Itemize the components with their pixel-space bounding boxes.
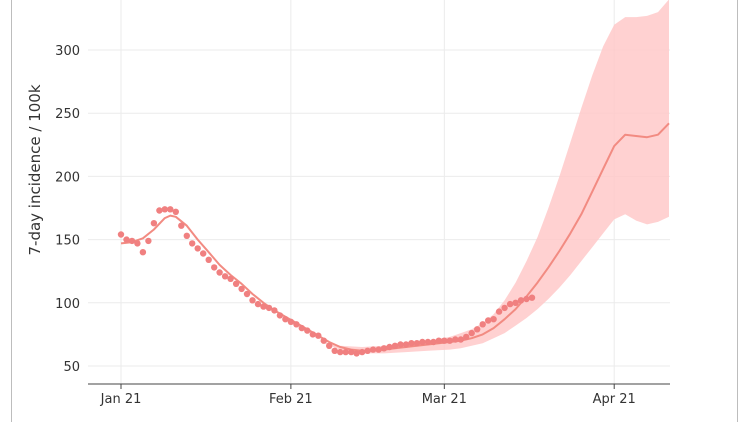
data-point — [216, 269, 223, 276]
data-point — [495, 308, 503, 315]
y-tick-label: 250 — [55, 107, 80, 122]
y-tick-label: 200 — [55, 170, 80, 185]
data-point — [364, 347, 371, 354]
data-point — [243, 290, 251, 298]
data-point — [413, 340, 421, 347]
data-point — [468, 329, 475, 337]
y-tick-label: 100 — [55, 297, 80, 312]
data-point — [479, 321, 486, 328]
data-point — [293, 321, 300, 328]
data-point — [369, 346, 377, 353]
data-point — [249, 297, 256, 304]
data-point — [397, 341, 404, 348]
y-tick-labels: 50 100 150 200 250 300 — [55, 44, 80, 375]
data-point — [183, 232, 190, 239]
data-point — [221, 273, 229, 280]
data-point — [402, 341, 410, 348]
data-point — [358, 348, 366, 356]
frame-border-left — [11, 0, 12, 422]
data-point — [512, 299, 519, 306]
data-point — [211, 264, 218, 271]
data-point — [194, 245, 201, 252]
data-point — [309, 331, 316, 338]
data-point — [117, 231, 125, 238]
y-tick-label: 150 — [55, 234, 80, 249]
data-point — [156, 207, 163, 214]
data-point — [430, 338, 437, 346]
data-point — [490, 316, 497, 323]
data-point — [128, 237, 136, 245]
data-point — [474, 326, 481, 333]
data-point — [315, 332, 322, 339]
observed-points — [117, 206, 536, 357]
data-point — [463, 333, 470, 341]
data-point — [457, 336, 464, 343]
x-tick-labels: Jan 21 Feb 21 Mar 21 Apr 21 — [100, 384, 636, 407]
data-point — [167, 206, 174, 213]
data-point — [189, 240, 196, 247]
data-point — [265, 304, 273, 312]
data-point — [172, 208, 179, 215]
data-point — [304, 327, 311, 334]
data-point — [161, 206, 168, 213]
data-point — [134, 240, 141, 247]
data-point — [254, 300, 262, 308]
y-axis-label: 7-day incidence / 100k — [26, 84, 44, 255]
data-point — [353, 350, 360, 357]
x-tick-label: Apr 21 — [593, 392, 636, 407]
x-tick-label: Feb 21 — [269, 392, 313, 407]
data-point — [386, 343, 393, 351]
data-point — [337, 348, 344, 356]
data-point — [485, 317, 492, 324]
x-tick-label: Jan 21 — [100, 392, 142, 407]
frame-border-right — [737, 0, 738, 422]
data-point — [391, 342, 399, 349]
data-point — [331, 347, 338, 354]
data-point — [276, 312, 284, 319]
data-point — [227, 275, 234, 282]
data-point — [238, 285, 245, 293]
data-point — [178, 222, 185, 229]
data-point — [326, 342, 333, 349]
data-point — [282, 316, 289, 323]
y-tick-label: 300 — [55, 44, 80, 59]
data-point — [517, 297, 525, 304]
y-tick-label: 50 — [63, 360, 80, 375]
data-point — [205, 256, 212, 263]
data-point — [408, 340, 415, 347]
data-point — [320, 337, 327, 344]
data-point — [123, 236, 130, 243]
data-point — [139, 249, 147, 256]
data-point — [452, 336, 459, 343]
data-point — [523, 295, 530, 303]
data-point — [260, 303, 267, 310]
data-point — [348, 348, 355, 356]
data-point — [528, 294, 536, 301]
data-point — [501, 304, 508, 312]
data-point — [375, 346, 382, 353]
data-point — [506, 300, 514, 308]
x-tick-label: Mar 21 — [422, 392, 467, 407]
data-point — [271, 307, 278, 314]
data-point — [150, 220, 158, 227]
data-point — [200, 250, 207, 257]
data-point — [287, 318, 295, 325]
data-point — [145, 237, 152, 245]
data-point — [419, 338, 426, 346]
data-point — [441, 337, 448, 344]
data-point — [446, 337, 453, 344]
data-point — [424, 338, 432, 346]
data-point — [342, 348, 349, 356]
data-point — [380, 345, 388, 352]
data-point — [435, 337, 442, 344]
data-point — [298, 324, 305, 332]
data-point — [232, 280, 240, 287]
